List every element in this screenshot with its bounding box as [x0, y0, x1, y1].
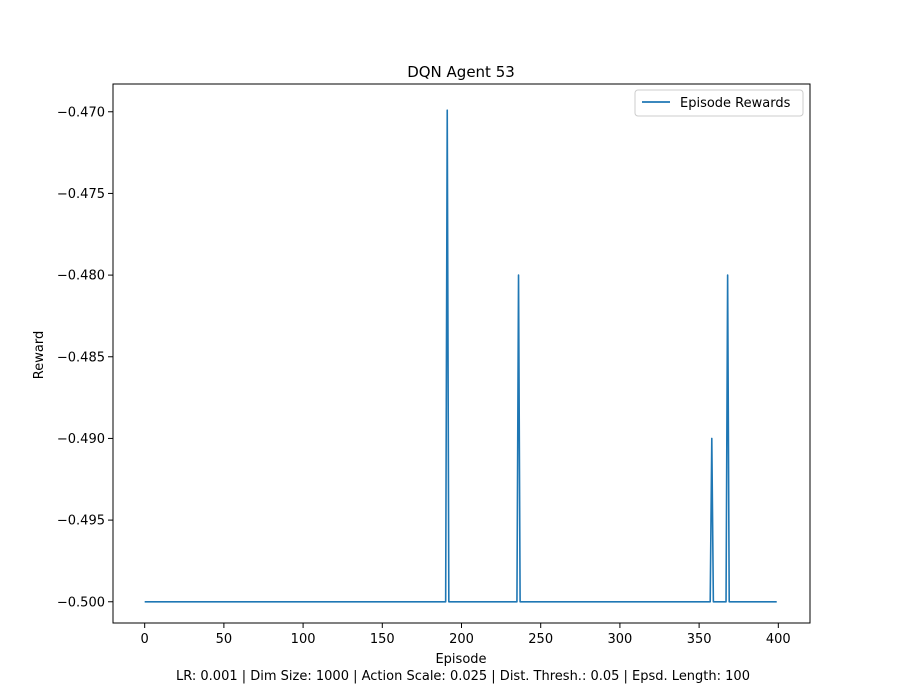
x-tick-label: 200 [449, 632, 474, 647]
x-tick-label: 100 [291, 632, 316, 647]
x-tick-label: 0 [141, 632, 149, 647]
legend-box [634, 89, 804, 117]
x-tick-label: 150 [370, 632, 395, 647]
legend-label: Episode Rewards [680, 96, 791, 111]
x-tick-label: 350 [687, 632, 712, 647]
y-tick-label: −0.490 [57, 432, 105, 447]
y-tick-label: −0.480 [57, 269, 105, 284]
x-tick-label: 50 [216, 632, 233, 647]
y-tick-label: −0.470 [57, 105, 105, 120]
y-tick-label: −0.495 [57, 514, 105, 529]
legend: Episode Rewards [634, 89, 804, 117]
x-axis: 0 50 100 150 200 250 300 350 400 [141, 623, 791, 647]
plot-frame [112, 83, 811, 624]
chart-title: DQN Agent 53 [407, 63, 515, 81]
y-axis: −0.500 −0.495 −0.490 −0.485 −0.480 −0.475 −0.4… [57, 105, 113, 610]
x-tick-label: 300 [607, 632, 632, 647]
y-tick-label: −0.485 [57, 350, 105, 365]
y-axis-title: Reward [32, 331, 47, 379]
series-line-episode-rewards [144, 109, 777, 603]
hyperparameter-caption: LR: 0.001 | Dim Size: 1000 | Action Scal… [176, 669, 750, 684]
x-tick-label: 400 [766, 632, 791, 647]
x-tick-label: 250 [528, 632, 553, 647]
x-axis-title: Episode [435, 652, 486, 667]
series-layer [144, 109, 777, 603]
y-tick-label: −0.475 [57, 187, 105, 202]
y-tick-label: −0.500 [57, 595, 105, 610]
